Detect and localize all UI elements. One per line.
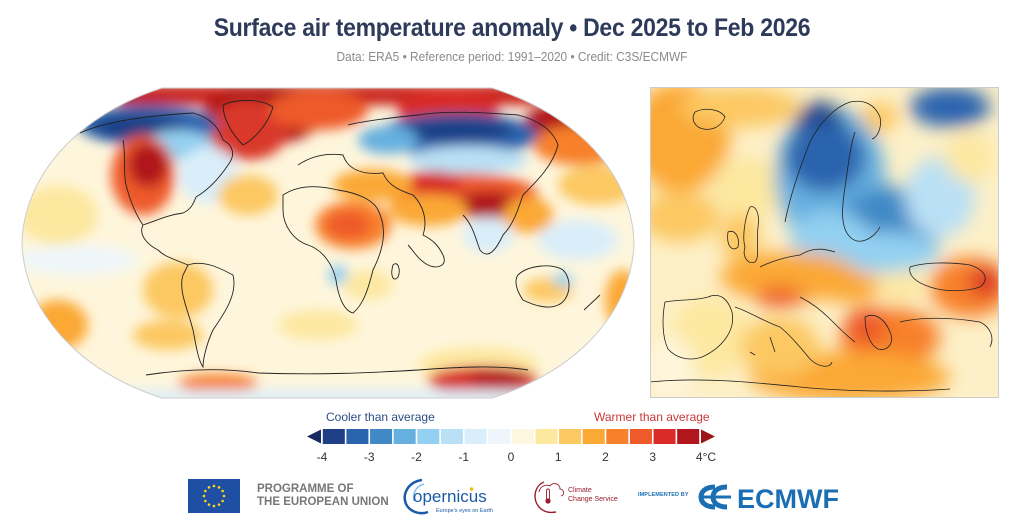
colorbar-segment <box>629 429 652 444</box>
europe-map-border <box>650 87 999 398</box>
colorbar-segment <box>606 429 629 444</box>
colorbar-segment <box>322 429 345 444</box>
colorbar-segment <box>393 429 416 444</box>
colorbar-tick-label: 4°C <box>695 450 717 464</box>
ecmwf-logo: ECMWF <box>698 484 839 513</box>
colorbar-tick-label: -1 <box>458 450 470 464</box>
eu-star-icon <box>207 486 211 489</box>
logo-row: PROGRAMME OF THE EUROPEAN UNION opernicu… <box>0 476 1024 516</box>
eu-star-icon <box>222 494 226 498</box>
world-coastlines <box>79 99 601 376</box>
colorbar-segment <box>582 429 605 444</box>
eu-text-line-1: PROGRAMME OF <box>257 483 354 495</box>
eu-star-icon <box>204 489 207 493</box>
colorbar-segment <box>370 429 393 444</box>
colorbar-tick-label: 0 <box>507 450 515 464</box>
eu-star-icon <box>217 486 221 489</box>
colorbar-tick-label: 3 <box>649 450 657 464</box>
colorbar-segment <box>559 429 582 444</box>
c3s-line-1: Climate <box>568 487 592 494</box>
eu-star-icon <box>212 504 216 508</box>
page-subtitle: Data: ERA5 • Reference period: 1991–2020… <box>336 50 688 64</box>
colorbar-segment <box>488 429 511 444</box>
eu-star-icon <box>217 503 221 506</box>
europe-anomaly-map <box>650 87 999 398</box>
colorbar-segment <box>440 429 463 444</box>
colorbar-tick-label: 1 <box>554 450 562 464</box>
eu-star-icon <box>202 494 206 498</box>
world-anomaly-field <box>22 88 634 398</box>
colorbar-tick-label: -4 <box>316 450 328 464</box>
eu-text-line-2: THE EUROPEAN UNION <box>257 496 389 508</box>
c3s-logo: Climate Change Service <box>534 481 618 514</box>
eu-star-icon <box>221 489 224 493</box>
world-map-border <box>21 87 635 399</box>
colorbar-high-arrow <box>701 429 715 444</box>
copernicus-dot-icon <box>469 487 474 491</box>
world-anomaly-map <box>21 87 635 399</box>
eu-flag-icon <box>188 479 240 513</box>
colorbar-tick-label: 2 <box>602 450 609 464</box>
thermometer-icon <box>546 488 550 501</box>
colorbar-tick-label: -2 <box>411 450 422 464</box>
colorbar-segments <box>322 429 700 444</box>
c3s-line-2: Change Service <box>568 496 618 503</box>
copernicus-logo: opernicus Europe's eyes on Earth <box>403 478 493 515</box>
colorbar-segment <box>417 429 440 444</box>
copernicus-wordmark: opernicus <box>413 487 487 506</box>
colorbar-segment <box>535 429 558 444</box>
ecmwf-symbol-icon <box>698 484 731 510</box>
colorbar-tick-label: -3 <box>363 450 375 464</box>
europe-anomaly-field <box>651 88 998 397</box>
colorbar-segment <box>653 429 676 444</box>
eu-star-icon <box>204 499 207 503</box>
page-title: Surface air temperature anomaly • Dec 20… <box>213 14 811 42</box>
eu-star-icon <box>221 499 224 503</box>
colorbar-segment <box>677 429 700 444</box>
eu-star-icon <box>212 484 216 488</box>
colorbar-segment <box>511 429 534 444</box>
colorbar <box>307 429 715 444</box>
colorbar-warmer-label: Warmer than average <box>594 410 710 424</box>
eu-programme-text: PROGRAMME OF THE EUROPEAN UNION <box>257 483 389 509</box>
colorbar-low-arrow <box>307 429 321 444</box>
ecmwf-wordmark: ECMWF <box>737 484 839 513</box>
colorbar-segment <box>346 429 369 444</box>
copernicus-tagline: Europe's eyes on Earth <box>436 508 493 514</box>
eu-star-icon <box>207 503 211 506</box>
implemented-by-text: IMPLEMENTED BY <box>638 492 689 498</box>
europe-coastlines <box>651 100 993 392</box>
colorbar-segment <box>464 429 487 444</box>
colorbar-cooler-label: Cooler than average <box>326 410 435 424</box>
